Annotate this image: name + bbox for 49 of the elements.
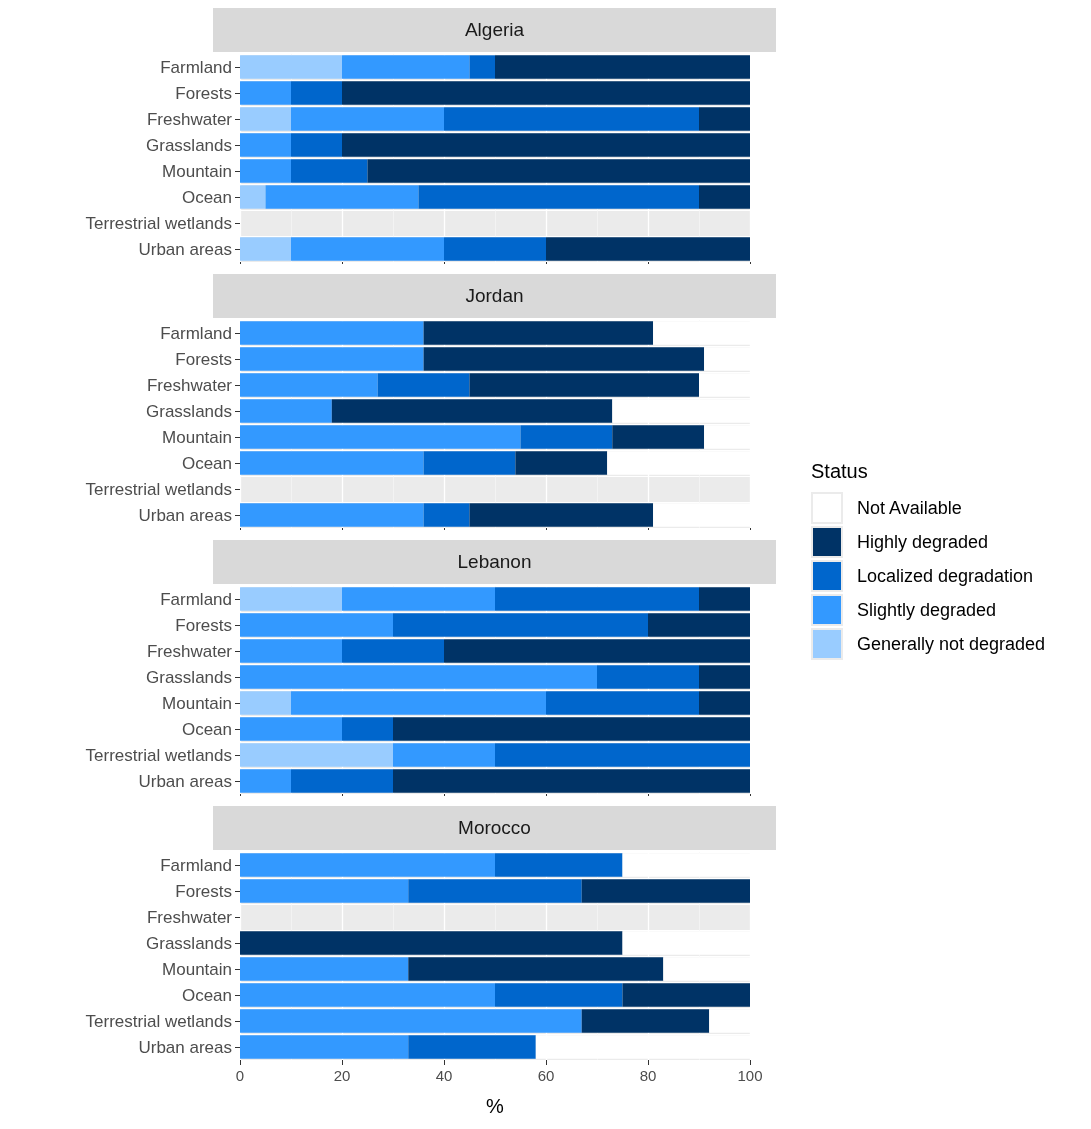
chart-title: Morocco <box>213 806 776 850</box>
legend-label: Highly degraded <box>857 531 989 553</box>
y-tick-label: Urban areas <box>138 239 232 259</box>
y-tick-label: Terrestrial wetlands <box>85 479 232 499</box>
y-tick-label: Forests <box>175 83 232 103</box>
y-tick-label: Ocean <box>181 985 232 1005</box>
y-tick-label: Farmland <box>160 57 232 77</box>
y-tick-label: Grasslands <box>146 135 232 155</box>
y-tick-label: Forests <box>175 615 232 635</box>
y-tick-label: Terrestrial wetlands <box>85 213 232 233</box>
chart-title: Lebanon <box>213 540 776 584</box>
y-tick-label: Grasslands <box>146 401 232 421</box>
x-tick-label: 40 <box>435 1067 453 1084</box>
y-tick-label: Forests <box>175 881 232 901</box>
y-tick-label: Grasslands <box>146 667 232 687</box>
legend-label: Slightly degraded <box>857 599 997 621</box>
y-tick-label: Farmland <box>160 589 232 609</box>
y-tick-label: Forests <box>175 349 232 369</box>
y-tick-label: Farmland <box>160 855 232 875</box>
x-axis-title: % <box>486 1095 505 1117</box>
y-tick-label: Terrestrial wetlands <box>85 1011 232 1031</box>
y-tick-label: Mountain <box>162 959 232 979</box>
x-tick-label: 60 <box>537 1067 555 1084</box>
y-tick-label: Ocean <box>181 187 232 207</box>
y-tick-label: Freshwater <box>146 109 233 129</box>
legend-label: Localized degradation <box>857 565 1034 587</box>
legend-label: Generally not degraded <box>857 633 1046 655</box>
y-tick-label: Grasslands <box>146 933 232 953</box>
x-tick-label: 80 <box>639 1067 657 1084</box>
y-tick-label: Freshwater <box>146 375 233 395</box>
y-tick-label: Ocean <box>181 453 232 473</box>
y-tick-label: Farmland <box>160 323 232 343</box>
legend-label: Not Available <box>857 497 962 519</box>
y-tick-label: Freshwater <box>146 907 233 927</box>
x-tick-label: 20 <box>333 1067 351 1084</box>
chart-title: Algeria <box>213 8 776 52</box>
x-tick-label: 0 <box>235 1067 245 1084</box>
x-tick-label: 100 <box>737 1067 763 1084</box>
chart-title: Jordan <box>213 274 776 318</box>
y-tick-label: Mountain <box>162 161 232 181</box>
y-tick-label: Mountain <box>162 427 232 447</box>
legend-title: Status <box>811 460 869 483</box>
y-tick-label: Mountain <box>162 693 232 713</box>
y-tick-label: Urban areas <box>138 505 232 525</box>
y-tick-label: Urban areas <box>138 1037 232 1057</box>
y-tick-label: Ocean <box>181 719 232 739</box>
y-tick-label: Terrestrial wetlands <box>85 745 232 765</box>
y-tick-label: Urban areas <box>138 771 232 791</box>
y-tick-label: Freshwater <box>146 641 233 661</box>
